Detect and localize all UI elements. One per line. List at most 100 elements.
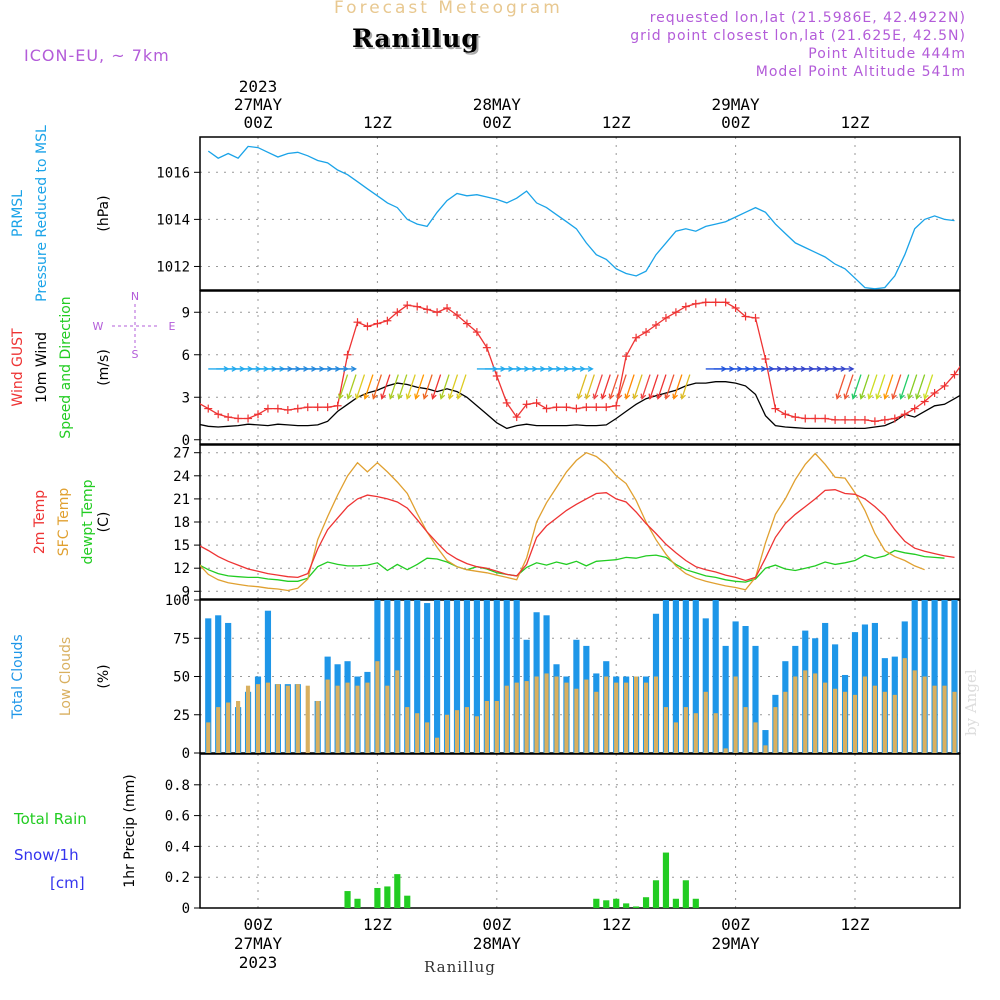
y-tick-label: 6 <box>182 348 190 364</box>
wind-arrow-head <box>338 393 344 400</box>
low-cloud-bar <box>653 676 659 753</box>
total-cloud-bar <box>682 600 689 753</box>
top-time-label: 28MAY <box>473 95 522 114</box>
low-cloud-bar <box>524 681 529 753</box>
bottom-time-label: 27MAY <box>234 934 283 953</box>
low-cloud-bar <box>564 682 569 753</box>
low-cloud-bar <box>474 716 479 753</box>
low-cloud-bar <box>375 661 380 753</box>
product-title: Forecast Meteogram <box>334 0 563 18</box>
side-label: Pressure Reduced to MSL <box>34 125 50 302</box>
y-tick-label: 0 <box>182 746 190 762</box>
wind-arrow-head <box>656 393 663 400</box>
low-cloud-bar <box>833 688 838 753</box>
wind-direction-arrow <box>673 374 683 399</box>
low-cloud-bar <box>783 691 788 753</box>
total-cloud-bar <box>762 730 769 753</box>
gust-line <box>200 301 960 422</box>
total-cloud-bar <box>443 600 451 753</box>
rain-bar <box>354 898 361 908</box>
rain-bar <box>394 874 401 908</box>
rain-bar <box>603 900 610 908</box>
low-cloud-bar <box>793 676 798 753</box>
bottom-time-label: 29MAY <box>712 934 761 953</box>
low-cloud-bar <box>464 707 470 753</box>
y-tick-label: 21 <box>173 492 190 508</box>
wind-direction-arrow <box>593 374 603 399</box>
low-cloud-bar <box>594 691 599 753</box>
y-tick-label: 27 <box>173 446 190 462</box>
wind-arrow-head <box>875 393 881 400</box>
total-cloud-bar <box>752 645 759 753</box>
low-cloud-bar <box>773 707 778 753</box>
wind-arrow-head <box>380 393 386 400</box>
y-axis-label: 1hr Precip (mm) <box>122 774 138 887</box>
model-label: ICON-EU, ~ 7km <box>24 46 170 65</box>
low-cloud-bar <box>852 694 858 753</box>
y-tick-label: 75 <box>173 631 190 647</box>
wind-direction-arrow <box>601 374 611 399</box>
low-cloud-bar <box>206 722 211 753</box>
wind-arrow-head <box>592 393 599 400</box>
wind-direction-arrow <box>440 374 450 399</box>
total-cloud-bar <box>742 626 749 753</box>
wind-arrow-head <box>371 393 378 400</box>
y-tick-label: 0 <box>182 433 190 449</box>
side-label: Speed and Direction <box>58 296 74 438</box>
wind-direction-arrow <box>884 374 894 399</box>
wind-arrow-head <box>587 365 594 372</box>
panel-frame <box>199 753 961 909</box>
low-cloud-bar <box>673 722 678 753</box>
wind-arrow-head <box>915 393 921 400</box>
side-label-cm: [cm] <box>50 874 85 892</box>
temp2m-line <box>200 489 955 582</box>
side-label: Low Clouds <box>58 637 74 716</box>
total-cloud-bar <box>473 600 480 753</box>
low-cloud-bar <box>634 676 639 753</box>
total-cloud-bar <box>513 600 520 753</box>
low-cloud-bar <box>614 682 619 753</box>
bottom-time-label: 00Z <box>244 915 273 934</box>
wind-arrow-head <box>431 393 437 400</box>
rain-bar <box>642 897 650 908</box>
low-cloud-bar <box>584 679 589 753</box>
rain-bar <box>344 891 351 908</box>
bottom-time-label: 00Z <box>721 915 750 934</box>
y-tick-label: 12 <box>173 561 190 577</box>
y-tick-label: 18 <box>173 515 190 531</box>
requested-coords: requested lon,lat (21.5986E, 42.4922N) <box>649 10 966 26</box>
wind-direction-arrow <box>665 374 675 399</box>
low-cloud-bar <box>763 745 768 753</box>
total-cloud-bar <box>424 603 431 753</box>
low-cloud-bar <box>574 688 579 753</box>
compass-s: S <box>132 348 139 361</box>
total-cloud-bar <box>483 600 490 753</box>
total-cloud-bar <box>463 600 471 753</box>
low-cloud-bar <box>504 685 509 753</box>
wind-direction-arrow <box>347 374 357 399</box>
wind-arrow-head <box>640 393 647 400</box>
wind-arrow-head <box>843 393 850 400</box>
wind-arrow-head <box>608 393 615 400</box>
y-axis-label: (C) <box>96 512 112 533</box>
wind-direction-arrow <box>364 374 374 399</box>
total-cloud-bar <box>931 600 938 753</box>
low-cloud-bar <box>305 685 310 753</box>
wind-direction-arrow <box>876 374 886 399</box>
low-cloud-bar <box>395 670 400 753</box>
wind-arrow-head <box>648 393 655 400</box>
panel-frame <box>199 599 961 754</box>
rain-bar <box>613 898 620 908</box>
rain-bar <box>692 898 699 908</box>
low-cloud-bar <box>444 714 450 753</box>
rain-bar <box>384 886 391 908</box>
total-cloud-bar <box>692 600 699 753</box>
rain-bar <box>682 880 689 908</box>
wind-direction-arrow <box>625 374 635 399</box>
rain-bar <box>593 898 600 908</box>
low-cloud-bar <box>683 707 688 753</box>
wind-direction-arrow <box>649 374 659 399</box>
wind-arrow-head <box>672 393 678 400</box>
low-cloud-bar <box>922 676 927 753</box>
y-tick-label: 1016 <box>156 165 190 181</box>
